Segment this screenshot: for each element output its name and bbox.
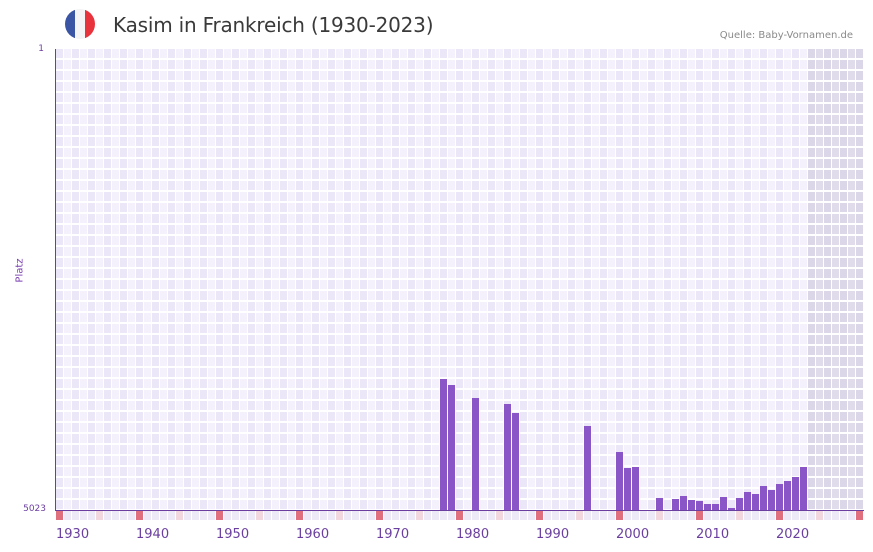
half-decade-marker — [176, 511, 183, 520]
flag-red-stripe — [85, 9, 95, 39]
bar-2016[interactable] — [744, 492, 751, 510]
half-decade-marker — [416, 511, 423, 520]
bar-2005[interactable] — [656, 498, 663, 510]
plot-area — [56, 49, 864, 510]
bar-2011[interactable] — [704, 504, 711, 510]
x-axis-line — [55, 510, 864, 511]
x-tick-1980: 1980 — [456, 527, 490, 542]
bar-2012[interactable] — [712, 504, 719, 510]
y-tick-top: 1 — [38, 44, 44, 54]
bar-2019[interactable] — [768, 490, 775, 510]
x-tick-2000: 2000 — [616, 527, 650, 542]
bar-1982[interactable] — [472, 398, 479, 510]
bar-2014[interactable] — [728, 508, 735, 510]
decade-marker — [696, 511, 703, 520]
bar-1978[interactable] — [440, 379, 447, 510]
decade-marker — [136, 511, 143, 520]
x-tick-1970: 1970 — [376, 527, 410, 542]
half-decade-marker — [576, 511, 583, 520]
bar-2007[interactable] — [672, 499, 679, 510]
y-axis-label: Platz — [14, 258, 26, 283]
x-tick-1990: 1990 — [536, 527, 570, 542]
bar-1986[interactable] — [504, 404, 511, 510]
half-decade-marker — [496, 511, 503, 520]
france-flag-icon — [65, 9, 95, 39]
decade-marker — [216, 511, 223, 520]
decade-marker — [536, 511, 543, 520]
y-axis-line — [55, 49, 56, 511]
source-label: Quelle: Baby-Vornamen.de — [719, 30, 853, 41]
bar-2020[interactable] — [776, 484, 783, 510]
x-tick-1960: 1960 — [296, 527, 330, 542]
flag-white-stripe — [75, 9, 85, 39]
decade-marker-row — [56, 511, 864, 520]
decade-marker — [376, 511, 383, 520]
half-decade-marker — [336, 511, 343, 520]
half-decade-marker — [256, 511, 263, 520]
half-decade-marker — [96, 511, 103, 520]
x-tick-1950: 1950 — [216, 527, 250, 542]
decade-marker — [56, 511, 63, 520]
bar-2015[interactable] — [736, 498, 743, 510]
decade-marker — [856, 511, 863, 520]
bar-2001[interactable] — [624, 468, 631, 510]
bar-1979[interactable] — [448, 385, 455, 510]
half-decade-marker — [656, 511, 663, 520]
bar-2008[interactable] — [680, 496, 687, 510]
bar-2010[interactable] — [696, 501, 703, 510]
bar-2021[interactable] — [784, 481, 791, 510]
bar-2023[interactable] — [800, 467, 807, 510]
x-tick-1930: 1930 — [56, 527, 90, 542]
bar-1987[interactable] — [512, 413, 519, 510]
decade-marker — [296, 511, 303, 520]
bar-2013[interactable] — [720, 497, 727, 510]
half-decade-marker — [736, 511, 743, 520]
chart-title: Kasim in Frankreich (1930-2023) — [113, 13, 434, 37]
bar-2002[interactable] — [632, 467, 639, 510]
x-tick-2020: 2020 — [776, 527, 810, 542]
x-tick-1940: 1940 — [136, 527, 170, 542]
bar-2017[interactable] — [752, 494, 759, 510]
bar-1996[interactable] — [584, 426, 591, 510]
y-tick-bottom: 5023 — [23, 504, 46, 514]
bar-2022[interactable] — [792, 477, 799, 510]
decade-marker — [456, 511, 463, 520]
bar-2018[interactable] — [760, 486, 767, 510]
half-decade-marker — [816, 511, 823, 520]
grid-lines — [56, 49, 864, 510]
x-tick-2010: 2010 — [696, 527, 730, 542]
bar-2000[interactable] — [616, 452, 623, 510]
decade-marker — [616, 511, 623, 520]
bar-2009[interactable] — [688, 500, 695, 510]
decade-marker — [776, 511, 783, 520]
flag-blue-stripe — [65, 9, 75, 39]
